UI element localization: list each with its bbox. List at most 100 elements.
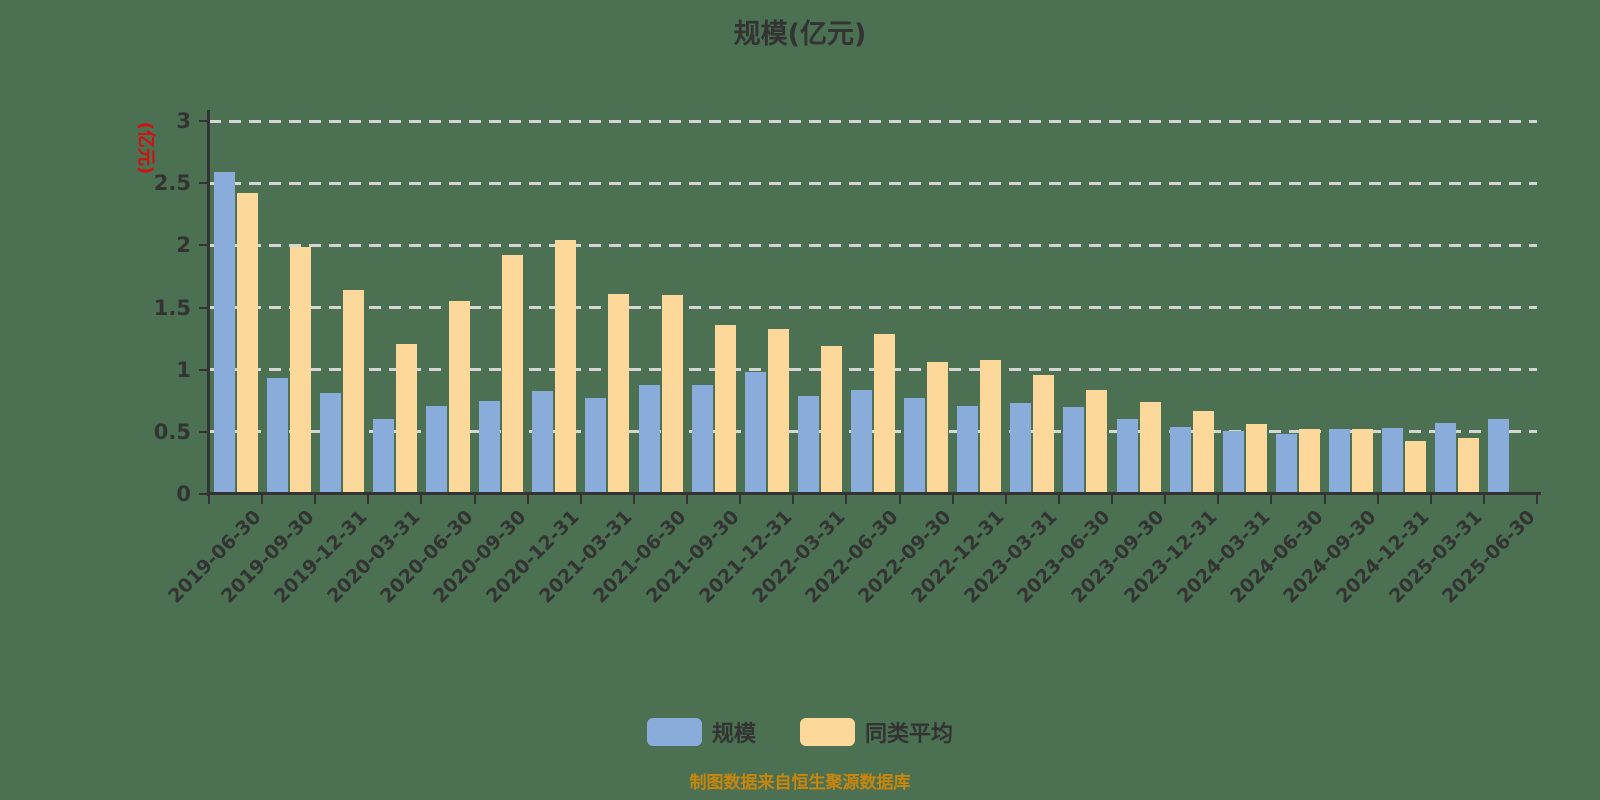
x-tick-mark (420, 495, 423, 504)
bar-peer-average-2021-03-31[interactable] (608, 293, 630, 494)
bar-peer-average-2022-03-31[interactable] (820, 346, 842, 494)
x-tick-mark (1217, 495, 1220, 504)
bar-scale-2022-09-30[interactable] (904, 398, 926, 494)
legend-item-peer-average[interactable]: 同类平均 (800, 716, 953, 748)
y-tick-mark (199, 182, 209, 185)
bar-peer-average-2020-06-30[interactable] (449, 301, 471, 494)
y-tick-mark (199, 493, 209, 495)
bar-peer-average-2020-09-30[interactable] (502, 255, 524, 494)
bar-scale-2023-12-31[interactable] (1169, 426, 1191, 494)
x-tick-mark (1429, 495, 1432, 504)
x-tick-mark (1270, 495, 1273, 504)
y-tick-label: 2.5 (153, 171, 191, 196)
bar-peer-average-2025-03-31[interactable] (1458, 438, 1480, 494)
bar-scale-2024-06-30[interactable] (1275, 434, 1297, 494)
x-tick-mark (1164, 495, 1167, 504)
x-tick-mark (1376, 495, 1379, 504)
x-tick-mark (792, 495, 795, 504)
x-tick-mark (261, 495, 264, 504)
x-tick-mark (208, 495, 210, 504)
gridline-0.5 (209, 430, 1537, 434)
bar-scale-2023-06-30[interactable] (1063, 406, 1085, 494)
bar-peer-average-2019-06-30[interactable] (236, 193, 258, 494)
x-tick-mark (845, 495, 848, 504)
bar-peer-average-2020-03-31[interactable] (395, 343, 417, 494)
y-tick-mark (199, 430, 209, 433)
y-tick-label: 1 (176, 357, 191, 382)
bar-peer-average-2021-06-30[interactable] (661, 295, 683, 494)
gridline-1.5 (209, 306, 1537, 309)
bar-scale-2023-09-30[interactable] (1116, 419, 1138, 494)
bar-scale-2020-03-31[interactable] (372, 419, 394, 494)
chart-title: 规模(亿元) (733, 19, 867, 50)
bar-scale-2025-03-31[interactable] (1435, 423, 1457, 494)
bar-scale-2025-06-30[interactable] (1488, 419, 1510, 494)
bar-peer-average-2021-09-30[interactable] (714, 324, 736, 494)
bar-scale-2021-06-30[interactable] (638, 384, 660, 494)
y-tick-label: 0.5 (153, 419, 191, 444)
bar-scale-2023-03-31[interactable] (1010, 403, 1032, 494)
y-tick-label: 3 (176, 109, 191, 133)
bar-scale-2021-09-30[interactable] (691, 384, 713, 494)
bar-peer-average-2023-12-31[interactable] (1192, 410, 1214, 494)
x-tick-mark (1057, 495, 1060, 504)
y-axis-line (207, 110, 210, 496)
bar-peer-average-2022-12-31[interactable] (980, 359, 1002, 494)
x-tick-mark (1536, 495, 1538, 504)
bar-scale-2019-09-30[interactable] (266, 378, 288, 494)
legend: 规模 同类平均 (0, 716, 1600, 748)
bar-peer-average-2023-09-30[interactable] (1139, 401, 1161, 494)
plot-area: 0 0.5 1 1.5 2 2.5 3 2019-06-30 2019-09-30 2019-12… (154, 109, 1540, 608)
bar-peer-average-2023-06-30[interactable] (1086, 389, 1108, 494)
y-tick-mark (199, 306, 209, 309)
legend-item-scale[interactable]: 规模 (646, 716, 756, 748)
y-tick-label: 0 (176, 482, 191, 506)
y-tick-mark (199, 368, 209, 371)
source-note: 制图数据来自恒生聚源数据库 (689, 773, 911, 793)
legend-swatch-peer-average-icon (800, 718, 855, 746)
bar-peer-average-2023-03-31[interactable] (1033, 374, 1055, 494)
bar-scale-2024-12-31[interactable] (1382, 428, 1404, 494)
y-tick-mark (199, 244, 209, 247)
bar-scale-2022-06-30[interactable] (851, 389, 872, 494)
x-tick-mark (473, 495, 476, 504)
x-tick-mark (579, 495, 582, 504)
bar-scale-2024-09-30[interactable] (1329, 429, 1351, 494)
y-tick-label: 2 (176, 233, 191, 258)
bar-peer-average-2022-09-30[interactable] (927, 362, 949, 494)
x-tick-mark (686, 495, 689, 504)
bar-peer-average-2022-06-30[interactable] (874, 333, 895, 494)
y-tick-mark (199, 120, 209, 122)
x-tick-mark (1482, 495, 1485, 504)
bar-scale-2022-12-31[interactable] (957, 405, 979, 494)
bar-scale-2019-06-30[interactable] (213, 171, 235, 494)
legend-label-scale: 规模 (711, 722, 756, 747)
x-tick-mark (632, 495, 635, 504)
bar-scale-2020-09-30[interactable] (479, 400, 501, 494)
bar-peer-average-2024-03-31[interactable] (1245, 424, 1267, 494)
bar-scale-2024-03-31[interactable] (1222, 430, 1244, 494)
x-tick-mark (526, 495, 529, 504)
bar-scale-2021-12-31[interactable] (744, 372, 766, 494)
bar-peer-average-2024-09-30[interactable] (1352, 429, 1374, 494)
x-tick-mark (739, 495, 742, 504)
gridline-1 (209, 368, 1537, 372)
bar-scale-2019-12-31[interactable] (319, 393, 341, 494)
bar-peer-average-2019-12-31[interactable] (342, 290, 364, 494)
x-tick-mark (1111, 495, 1114, 504)
x-tick-mark (367, 495, 370, 504)
bar-peer-average-2024-12-31[interactable] (1405, 440, 1427, 494)
legend-swatch-scale-icon (646, 718, 702, 746)
bar-peer-average-2024-06-30[interactable] (1298, 429, 1320, 494)
legend-label-peer-average: 同类平均 (865, 722, 954, 747)
bar-peer-average-2020-12-31[interactable] (555, 240, 577, 494)
bar-scale-2020-12-31[interactable] (532, 390, 554, 494)
bar-peer-average-2021-12-31[interactable] (767, 328, 789, 494)
bar-peer-average-2019-09-30[interactable] (289, 246, 311, 494)
x-tick-mark (1323, 495, 1326, 504)
x-tick-mark (951, 495, 954, 504)
bar-scale-2021-03-31[interactable] (585, 398, 607, 494)
bar-scale-2022-03-31[interactable] (797, 395, 819, 494)
x-tick-mark (314, 495, 317, 504)
bar-scale-2020-06-30[interactable] (426, 405, 448, 494)
